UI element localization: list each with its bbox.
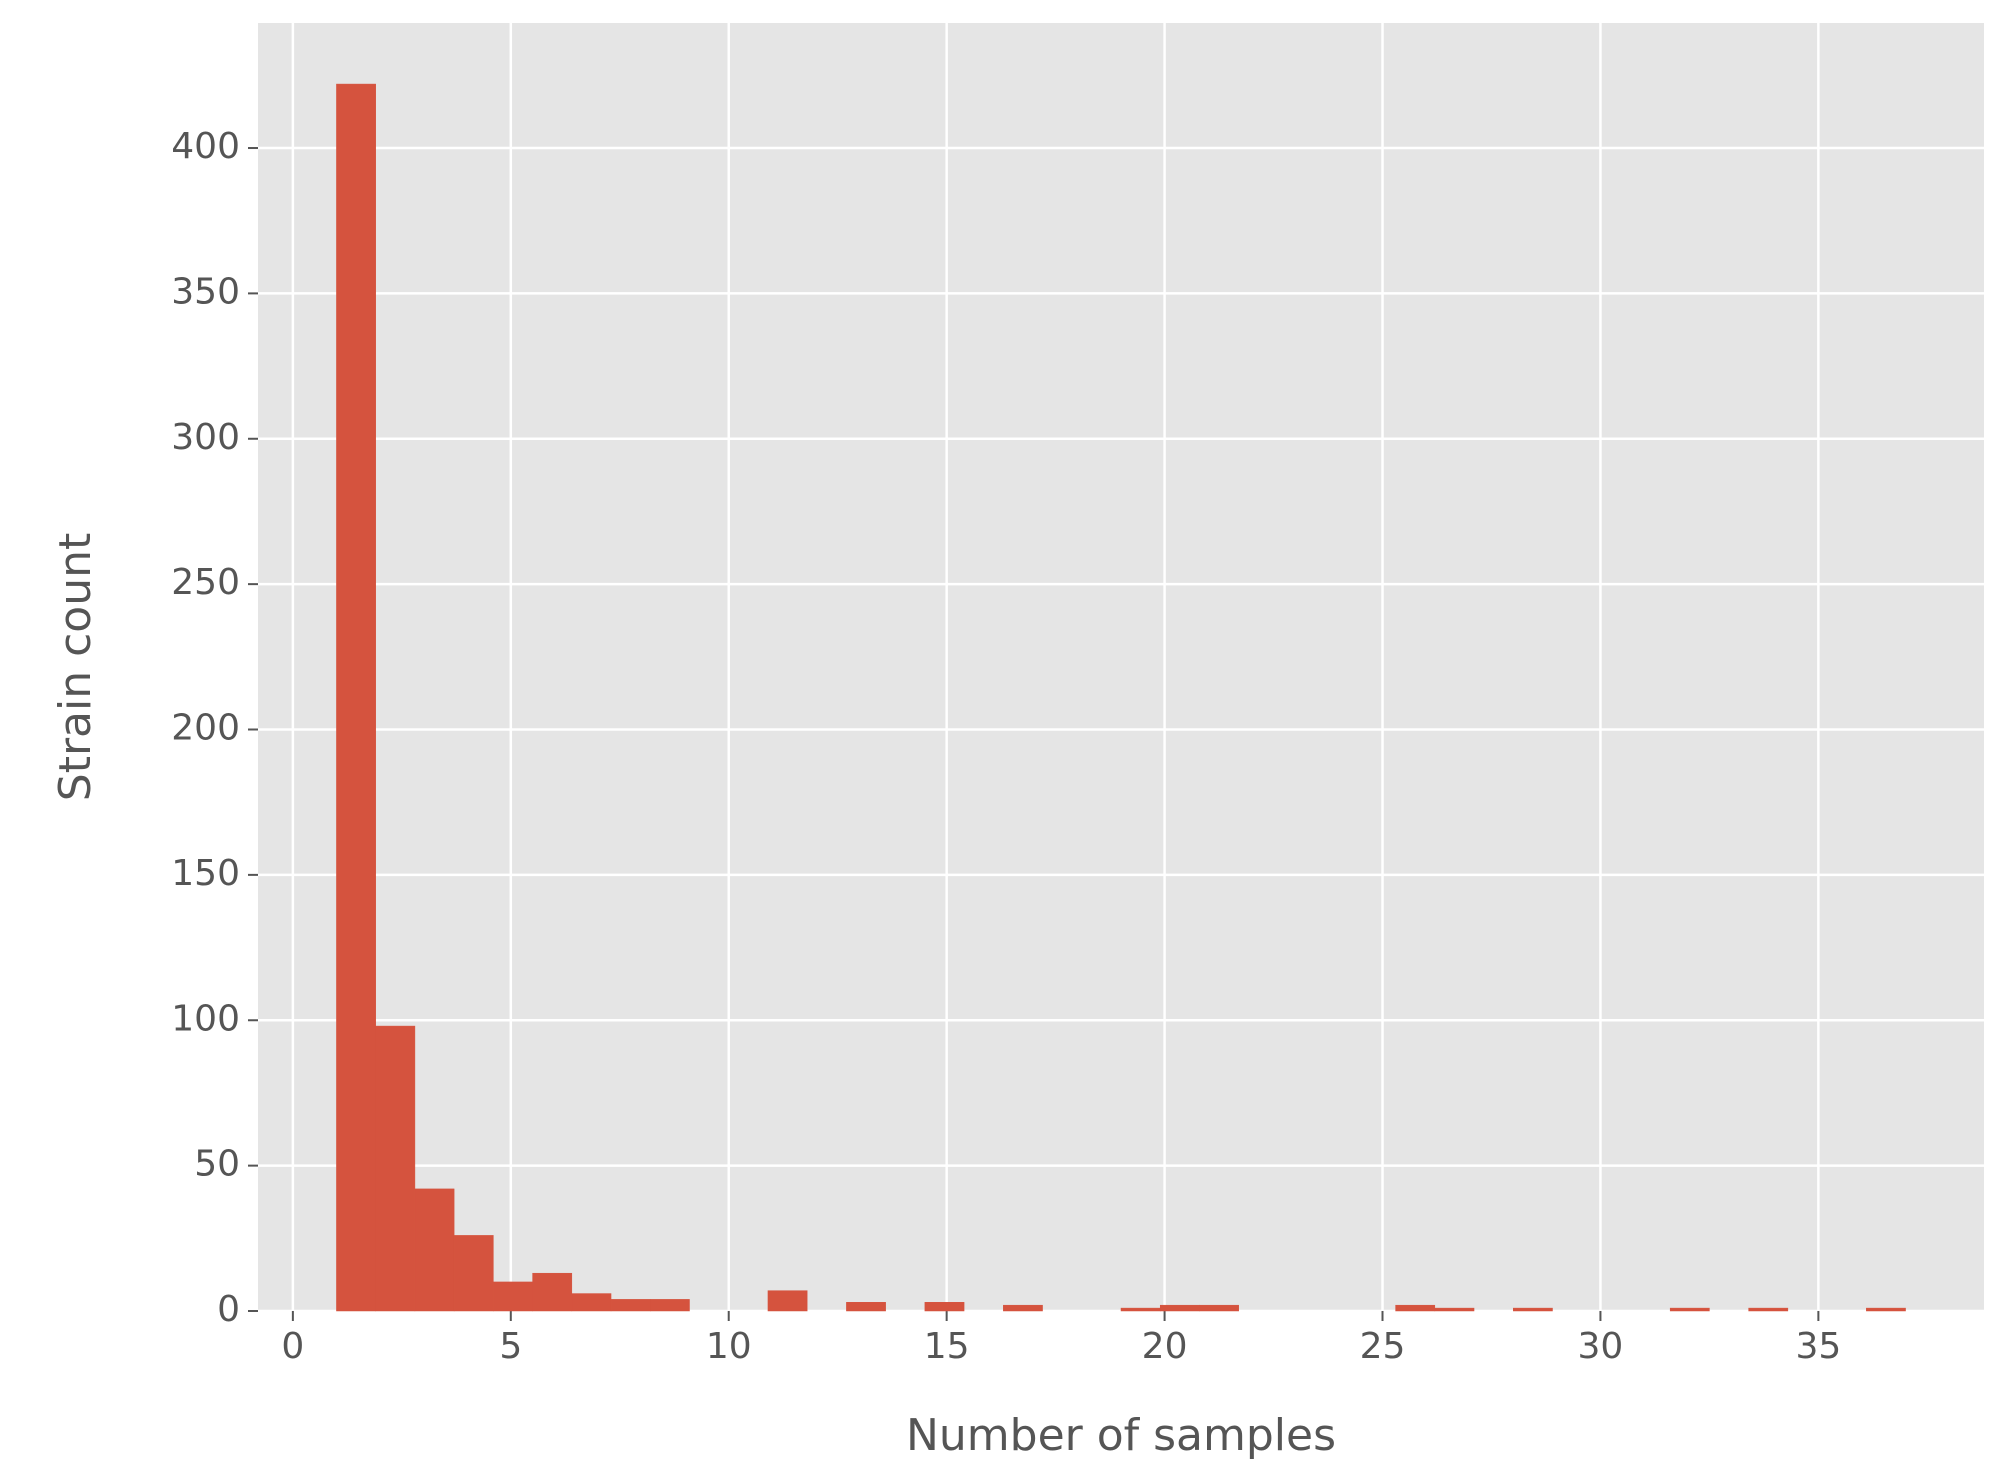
x-tick-label: 10: [706, 1326, 752, 1367]
y-tick-label: 250: [171, 562, 240, 603]
bar: [336, 83, 376, 1312]
bar: [375, 1025, 416, 1312]
y-tick-label: 400: [171, 126, 240, 167]
bar: [767, 1290, 808, 1312]
bar: [1748, 1307, 1789, 1312]
y-tick-label: 50: [194, 1144, 240, 1185]
y-tick-label: 150: [171, 853, 240, 894]
bar: [532, 1272, 573, 1312]
bar: [1434, 1307, 1475, 1312]
bar: [650, 1299, 690, 1312]
bar: [1199, 1304, 1239, 1312]
bar: [493, 1281, 533, 1312]
bar: [453, 1235, 494, 1312]
bar: [924, 1302, 965, 1312]
y-tick-label: 0: [217, 1289, 240, 1330]
y-tick-label: 300: [171, 417, 240, 458]
x-tick-label: 30: [1578, 1326, 1624, 1367]
bar: [414, 1188, 455, 1312]
bar: [1513, 1307, 1553, 1312]
x-tick-label: 0: [281, 1326, 304, 1367]
x-axis-label: Number of samples: [906, 1410, 1336, 1461]
y-tick-label: 350: [171, 271, 240, 312]
x-tick-label: 20: [1142, 1326, 1188, 1367]
bar: [1003, 1304, 1043, 1312]
y-axis-label: Strain count: [50, 533, 101, 801]
bar: [1866, 1307, 1906, 1312]
x-tick-label: 15: [924, 1326, 970, 1367]
bar: [1120, 1307, 1161, 1312]
x-tick-label: 25: [1360, 1326, 1406, 1367]
bar: [846, 1302, 886, 1312]
x-tick-label: 5: [499, 1326, 522, 1367]
bar: [1395, 1304, 1436, 1312]
bar: [571, 1293, 612, 1312]
x-tick-label: 35: [1795, 1326, 1841, 1367]
y-tick-label: 100: [171, 998, 240, 1039]
bar: [1159, 1304, 1200, 1312]
y-tick-label: 200: [171, 708, 240, 749]
bar: [610, 1299, 651, 1312]
plot-area: [258, 23, 1984, 1311]
bar: [1669, 1307, 1710, 1312]
